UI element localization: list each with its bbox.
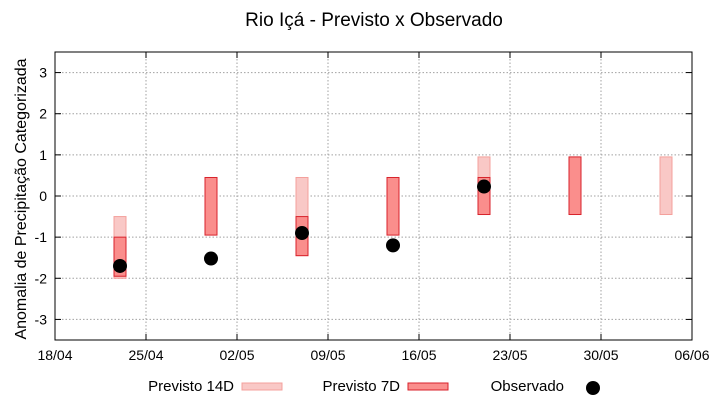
observado-point — [204, 251, 218, 266]
x-tick-label: 30/05 — [583, 347, 618, 363]
observado-point — [295, 226, 309, 241]
legend-label-previsto-7d: Previsto 7D — [322, 378, 400, 395]
x-tick-label: 16/05 — [401, 347, 436, 363]
x-tick-label: 09/05 — [310, 347, 345, 363]
y-tick-label: -2 — [35, 270, 48, 286]
x-tick-label: 02/05 — [219, 347, 254, 363]
y-tick-label: 0 — [39, 188, 47, 204]
legend: Previsto 14D Previsto 7D Observado — [148, 378, 600, 395]
legend-swatch-previsto-14d — [241, 382, 283, 391]
previsto-7d-bar — [568, 156, 582, 216]
y-tick-labels: -3 -2 -1 0 1 2 3 — [35, 65, 48, 328]
legend-label-previsto-14d: Previsto 14D — [148, 378, 234, 395]
y-tick-label: 1 — [39, 147, 47, 163]
previsto-7d-bar — [204, 176, 218, 236]
axis-ticks — [54, 52, 693, 340]
previsto-7d-bar — [386, 176, 400, 236]
y-tick-label: 3 — [39, 65, 47, 81]
chart-title: Rio Içá - Previsto x Observado — [245, 10, 503, 31]
y-axis-label: Anomalia de Precipitação Categorizada — [13, 58, 30, 339]
observado-point — [386, 238, 400, 253]
legend-marker-observado — [586, 381, 600, 395]
previsto-14d-bar — [659, 156, 673, 216]
observado-point — [113, 258, 127, 273]
y-tick-label: -1 — [35, 229, 48, 245]
y-tick-label: -3 — [35, 311, 48, 327]
x-tick-label: 25/04 — [128, 347, 163, 363]
x-tick-label: 23/05 — [492, 347, 527, 363]
y-tick-label: 2 — [39, 106, 47, 122]
legend-label-observado: Observado — [491, 378, 564, 395]
legend-swatch-previsto-7d — [407, 382, 449, 391]
grid-lines — [54, 52, 693, 340]
observado-point — [477, 179, 491, 194]
x-tick-label: 06/06 — [674, 347, 709, 363]
x-tick-label: 18/04 — [37, 347, 72, 363]
series-observado — [113, 179, 491, 273]
series-previsto-7d — [113, 156, 582, 277]
x-tick-labels: 18/04 25/04 02/05 09/05 16/05 23/05 30/05 06/06 — [37, 347, 709, 363]
